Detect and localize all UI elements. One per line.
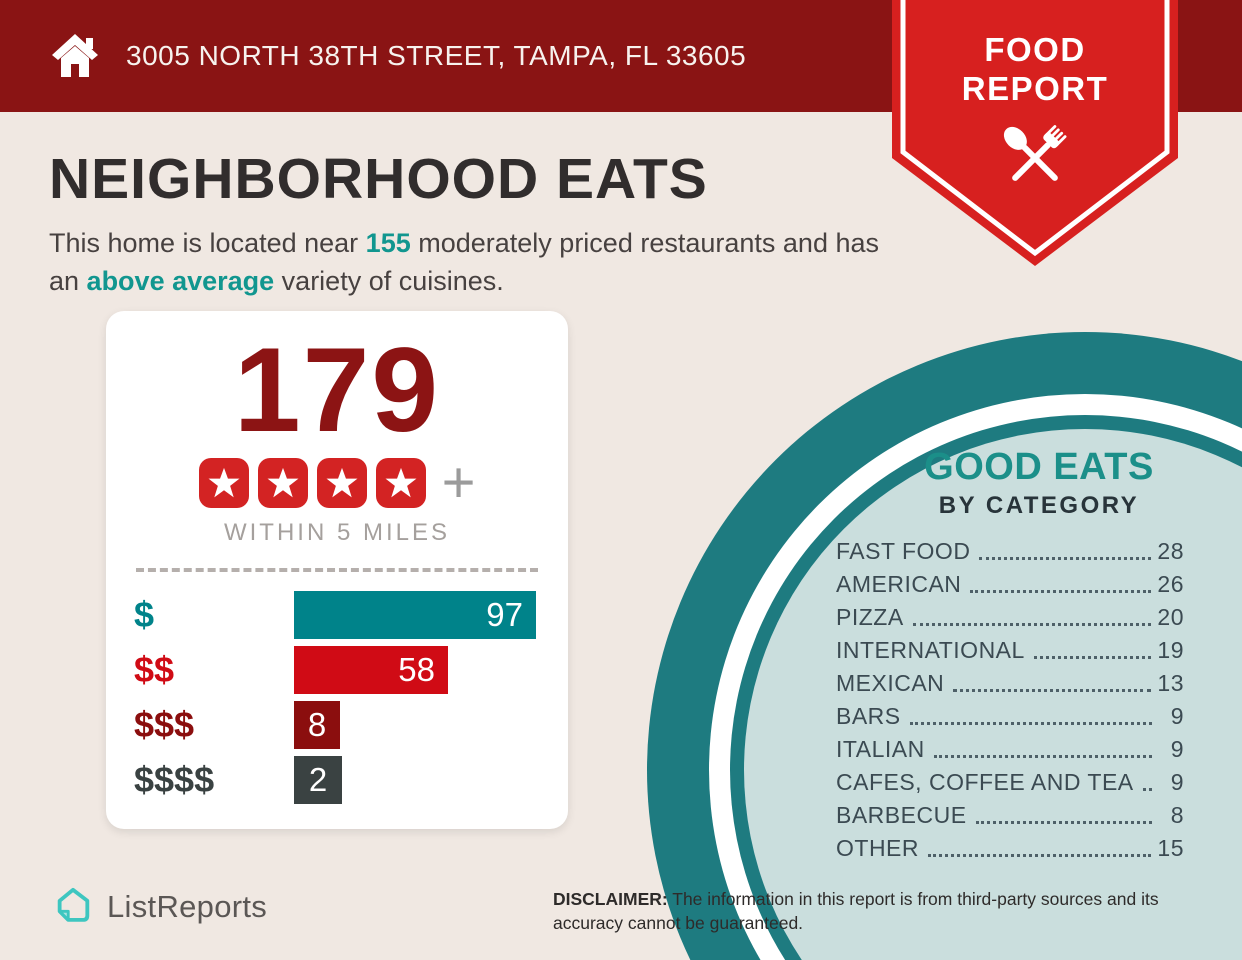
listreports-wordmark: ListReports — [107, 889, 268, 924]
category-row: PIZZA 20 — [836, 601, 1184, 634]
intro-mid: moderately priced restaurants and has an — [49, 228, 879, 297]
star-icon — [198, 458, 249, 508]
disclaimer-label: DISCLAIMER: — [553, 889, 668, 909]
ribbon-title-line2: REPORT — [961, 70, 1109, 107]
good-eats-circle — [647, 332, 1242, 960]
good-eats-title: GOOD EATS — [924, 446, 1154, 488]
price-tier-label: $$ — [134, 648, 175, 690]
category-value: 9 — [1170, 703, 1184, 729]
price-tier-label: $ — [134, 593, 155, 635]
category-label: BARS — [836, 703, 901, 729]
category-label: MEXICAN — [836, 670, 945, 696]
category-value: 26 — [1157, 571, 1184, 597]
intro-pre: This home is located near — [49, 228, 366, 258]
star-icon — [257, 458, 308, 508]
category-list: FAST FOOD 28 AMERICAN 26 PIZZA 20 INTERNATI… — [836, 535, 1184, 865]
variety-highlight: above average — [86, 266, 275, 297]
dotted-leader — [912, 609, 1152, 626]
intro-paragraph: This home is located near 155 moderately… — [49, 224, 879, 301]
dotted-leader — [970, 576, 1152, 593]
category-label: INTERNATIONAL — [836, 637, 1025, 663]
price-tier-row: $$$$ 2 — [134, 752, 568, 807]
star-rating: + — [106, 450, 568, 515]
intro-post: variety of cuisines. — [274, 266, 504, 297]
price-tier-label: $$$$ — [134, 758, 215, 800]
category-value: 28 — [1157, 538, 1184, 564]
disclaimer: DISCLAIMER: The information in this repo… — [553, 888, 1201, 935]
ribbon-title-line1: FOOD — [984, 31, 1086, 68]
radius-label: WITHIN 5 MILES — [223, 519, 451, 546]
ribbon-title: FOOD REPORT — [892, 30, 1178, 108]
listreports-house-icon — [57, 887, 90, 922]
price-tier-bar-chart: $ 97 $$ 58 $$$ 8 $$$$ 2 — [106, 587, 568, 807]
plus-icon: + — [441, 450, 476, 515]
category-label: PIZZA — [836, 604, 904, 630]
price-tier-label: $$$ — [134, 703, 195, 745]
summary-card: 179 + WITHIN 5 MILES $ 97 $$ 58 $$$ 8 — [106, 311, 568, 829]
food-report-ribbon: FOOD REPORT — [892, 0, 1178, 268]
dotted-leader — [933, 741, 1152, 758]
category-row: CAFES, COFFEE AND TEA 9 — [836, 766, 1184, 799]
price-tier-bar: 8 — [294, 700, 340, 749]
star-icon — [316, 458, 367, 508]
category-label: FAST FOOD — [836, 538, 971, 564]
category-label: CAFES, COFFEE AND TEA — [836, 769, 1134, 795]
category-row: INTERNATIONAL 19 — [836, 634, 1184, 667]
star-icon — [375, 458, 426, 508]
bar-value: 2 — [308, 760, 328, 798]
category-row: OTHER 15 — [836, 832, 1184, 865]
ribbon-banner-shape — [892, 0, 1178, 266]
category-value: 19 — [1157, 637, 1184, 663]
total-restaurants-stat: 179 — [233, 323, 441, 457]
category-value: 15 — [1157, 835, 1184, 861]
dotted-leader — [953, 675, 1152, 692]
dotted-leader — [975, 807, 1152, 824]
dashed-divider — [136, 568, 538, 572]
category-row: BARS 9 — [836, 700, 1184, 733]
category-row: AMERICAN 26 — [836, 568, 1184, 601]
price-tier-row: $$ 58 — [134, 642, 568, 697]
category-value: 9 — [1170, 736, 1184, 762]
category-value: 9 — [1170, 769, 1184, 795]
price-tier-bar: 2 — [294, 755, 342, 804]
price-tier-bar: 58 — [294, 645, 448, 694]
bar-value: 8 — [307, 705, 327, 743]
spoon-fork-icon — [1003, 125, 1067, 181]
good-eats-subtitle: BY CATEGORY — [938, 492, 1140, 519]
dotted-leader — [909, 708, 1152, 725]
page-title: NEIGHBORHOOD EATS — [49, 147, 708, 211]
category-row: BARBECUE 8 — [836, 799, 1184, 832]
restaurant-count: 155 — [365, 228, 411, 258]
price-tier-row: $$$ 8 — [134, 697, 568, 752]
listreports-logo: ListReports — [52, 886, 267, 928]
home-icon — [52, 34, 98, 77]
dotted-leader — [928, 840, 1152, 857]
category-label: BARBECUE — [836, 802, 967, 828]
category-label: ITALIAN — [836, 736, 925, 762]
disclaimer-text: The information in this report is from t… — [553, 889, 1159, 933]
category-value: 8 — [1170, 802, 1184, 828]
good-eats-header: GOOD EATS BY CATEGORY — [866, 446, 1212, 520]
category-value: 20 — [1157, 604, 1184, 630]
property-address: 3005 NORTH 38TH STREET, TAMPA, FL 33605 — [126, 40, 747, 71]
dotted-leader — [979, 543, 1152, 560]
bar-value: 58 — [398, 650, 435, 688]
price-tier-row: $ 97 — [134, 587, 568, 642]
category-label: OTHER — [836, 835, 919, 861]
category-label: AMERICAN — [836, 571, 962, 597]
category-row: MEXICAN 13 — [836, 667, 1184, 700]
dotted-leader — [1142, 774, 1152, 791]
dotted-leader — [1033, 642, 1152, 659]
category-value: 13 — [1157, 670, 1184, 696]
price-tier-bar: 97 — [294, 590, 536, 639]
bar-value: 97 — [486, 595, 523, 633]
category-row: ITALIAN 9 — [836, 733, 1184, 766]
category-row: FAST FOOD 28 — [836, 535, 1184, 568]
